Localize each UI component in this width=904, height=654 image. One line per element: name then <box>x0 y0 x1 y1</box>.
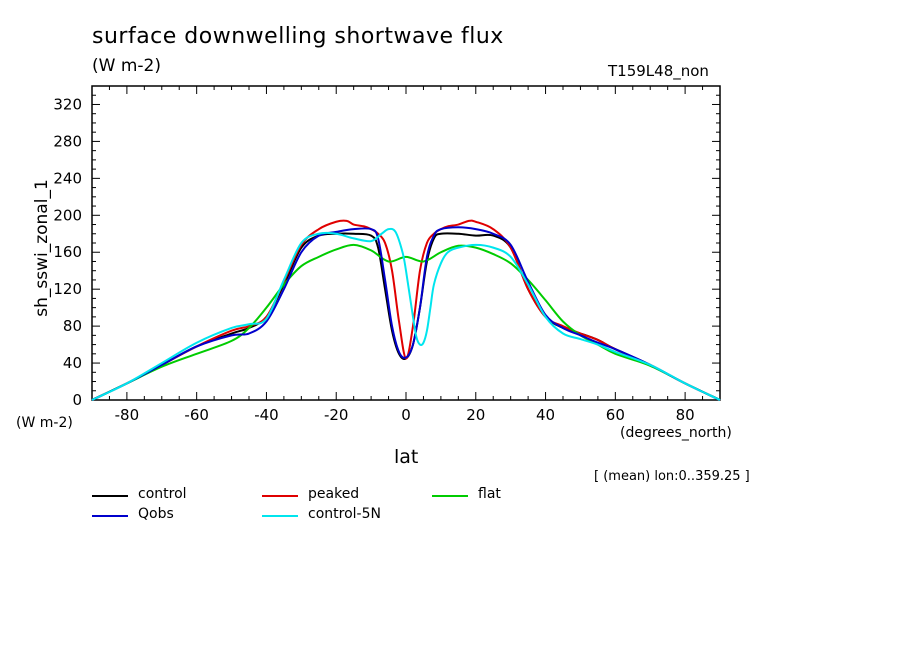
y-tick-label: 240 <box>53 169 82 187</box>
series-line-peaked <box>91 219 721 401</box>
x-tick-label: 40 <box>536 406 555 424</box>
averaging-note: [ (mean) lon:0..359.25 ] <box>594 469 750 484</box>
legend-swatch <box>262 515 298 517</box>
legend-swatch <box>262 495 298 497</box>
legend-swatch <box>92 515 128 517</box>
y-axis-units: (W m-2) <box>16 415 73 431</box>
x-axis-units: (degrees_north) <box>620 425 732 441</box>
legend-label: control-5N <box>308 506 381 522</box>
y-tick-label: 160 <box>53 243 82 261</box>
run-label: T159L48_non <box>608 62 709 80</box>
y-tick-label: 200 <box>53 206 82 224</box>
x-axis-label: lat <box>394 446 419 468</box>
x-tick-label: -20 <box>324 406 349 424</box>
x-tick-label: -40 <box>254 406 279 424</box>
series-line-qobs <box>91 226 721 401</box>
y-tick-label: 0 <box>72 391 82 409</box>
series-line-control <box>91 232 721 401</box>
chart-units: (W m-2) <box>92 56 161 76</box>
y-tick-label: 40 <box>63 354 82 372</box>
series-line-control-5n <box>91 227 721 401</box>
x-tick-label: -80 <box>115 406 140 424</box>
legend-label: control <box>138 486 187 502</box>
x-tick-label: -60 <box>184 406 209 424</box>
legend-label: flat <box>478 486 501 502</box>
legend-swatch <box>432 495 468 497</box>
y-tick-label: 80 <box>63 317 82 335</box>
x-tick-label: 60 <box>606 406 625 424</box>
legend-swatch <box>92 495 128 497</box>
y-tick-label: 120 <box>53 280 82 298</box>
y-tick-label: 280 <box>53 132 82 150</box>
legend-label: Qobs <box>138 506 174 522</box>
legend-label: peaked <box>308 486 360 502</box>
chart-title: surface downwelling shortwave flux <box>92 24 504 49</box>
x-tick-label: 80 <box>676 406 695 424</box>
y-tick-label: 320 <box>53 95 82 113</box>
x-tick-label: 0 <box>401 406 411 424</box>
x-tick-label: 20 <box>466 406 485 424</box>
